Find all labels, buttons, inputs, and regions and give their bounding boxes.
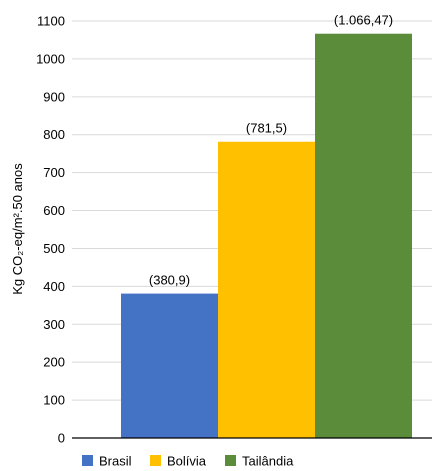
y-tick-label: 200 [43,355,65,370]
data-label: (781,5) [246,121,287,136]
data-label: (1.066,47) [334,13,393,28]
y-tick-label: 1000 [36,51,65,66]
bar [315,33,412,439]
legend-swatch [150,455,161,466]
y-tick-label: 600 [43,203,65,218]
data-label: (380,9) [149,273,190,288]
y-tick-label: 700 [43,165,65,180]
bars [121,33,412,439]
y-tick-label: 300 [43,317,65,332]
legend-swatch [225,455,236,466]
legend-label: Bolívia [167,454,207,469]
y-tick-label: 100 [43,393,65,408]
y-tick-label: 800 [43,127,65,142]
y-tick-label: 1100 [37,14,65,29]
legend-label: Tailândia [242,454,294,469]
bar [121,293,218,438]
bar [218,141,315,438]
y-axis-title: Kg CO₂-eq/m².50 anos [10,163,25,295]
legend: Brasil Bolívia Tailândia [82,454,294,469]
y-tick-label: 0 [58,431,65,446]
y-tick-label: 900 [43,89,65,104]
y-tick-label: 400 [43,279,65,294]
y-axis-ticks: 0 100 200 300 400 500 600 700 800 900 1000 1100 [36,14,65,446]
legend-swatch [82,455,93,466]
legend-label: Brasil [99,454,132,469]
data-labels: (380,9) (781,5) (1.066,47) [149,13,393,288]
y-tick-label: 500 [43,241,65,256]
